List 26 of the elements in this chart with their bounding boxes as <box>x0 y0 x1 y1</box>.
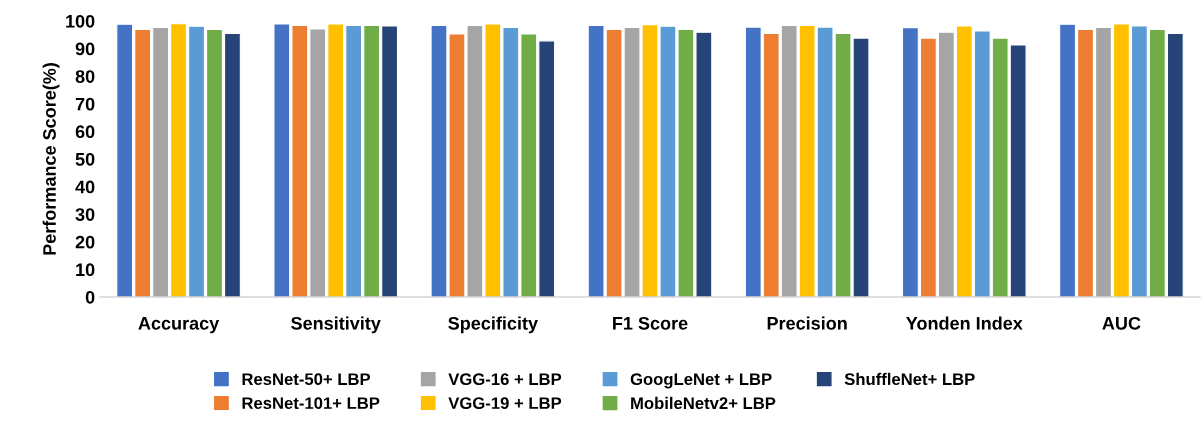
y-tick-label: 20 <box>75 235 95 249</box>
y-tick-label: 60 <box>75 125 95 139</box>
x-tick-label: Specificity <box>448 316 538 334</box>
legend-label: VGG-16 + LBP <box>448 373 562 386</box>
y-tick-label: 40 <box>75 180 95 194</box>
y-tick-label: 90 <box>75 42 95 56</box>
y-axis-title: Performance Score(%) <box>42 63 60 255</box>
x-tick-label: Yonden Index <box>906 316 1023 330</box>
y-tick-label: 70 <box>75 97 95 111</box>
x-tick-label: AUC <box>1102 316 1141 330</box>
legend-label: ResNet-50+ LBP <box>242 373 371 386</box>
x-tick-label: Accuracy <box>138 317 220 334</box>
y-tick-label: 0 <box>85 290 95 304</box>
x-tick-label: Precision <box>767 316 847 330</box>
y-tick-label: 80 <box>75 70 95 83</box>
x-tick-label: Sensitivity <box>291 316 381 334</box>
legend-label: MobileNetv2+ LBP <box>631 396 776 410</box>
y-tick-label: 50 <box>75 152 95 166</box>
legend-label: ResNet-101+ LBP <box>242 397 380 410</box>
y-tick-label: 10 <box>76 263 95 277</box>
legend-label: ShuffleNet+ LBP <box>844 372 975 386</box>
y-tick-label: 100 <box>66 14 95 28</box>
legend-label: GoogLeNet + LBP <box>630 373 772 389</box>
y-tick-label: 30 <box>75 208 95 221</box>
x-tick-label: F1 Score <box>613 316 688 330</box>
legend-label: VGG-19 + LBP <box>448 397 562 410</box>
